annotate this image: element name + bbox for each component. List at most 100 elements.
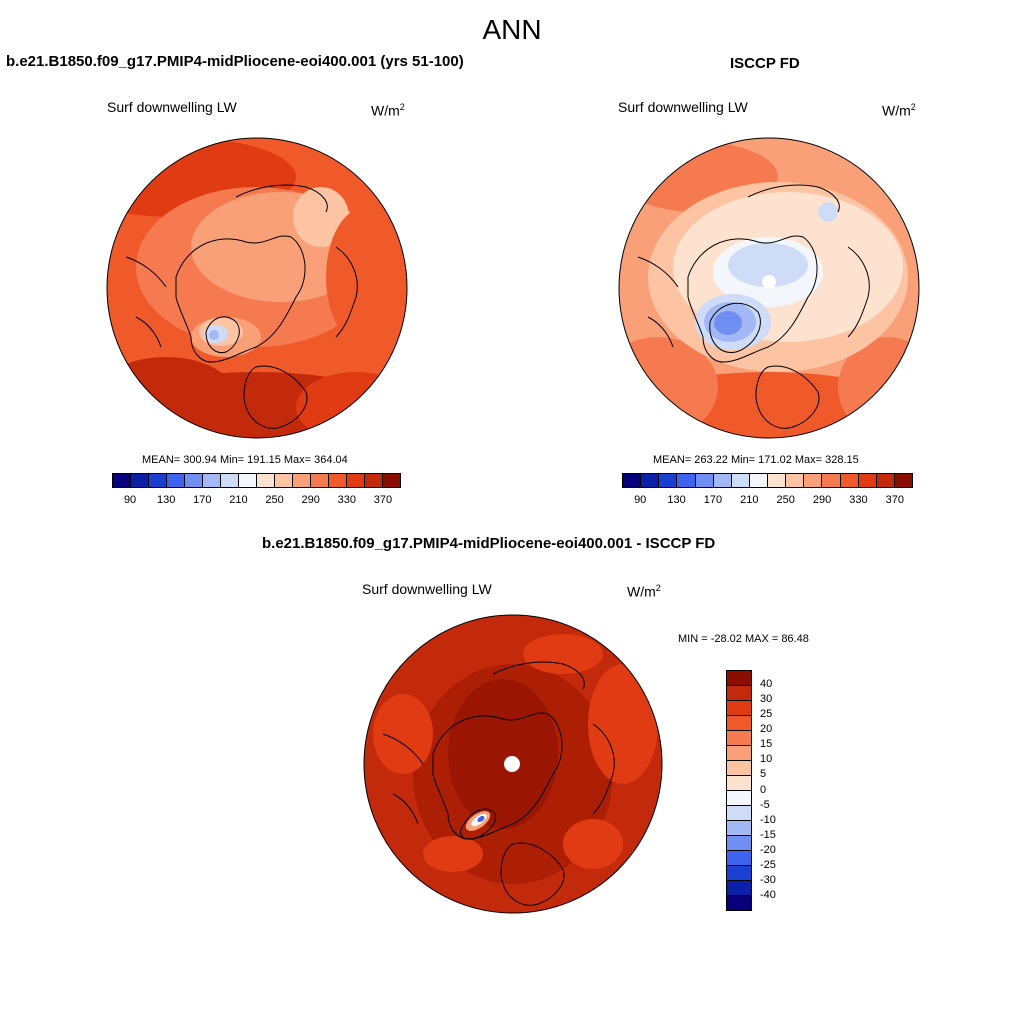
colorbar-tick-label: -30	[760, 873, 776, 886]
colorbar-swatch	[876, 474, 895, 487]
colorbar-swatch	[149, 474, 167, 487]
diff-stats: MIN = -28.02 MAX = 86.48	[678, 633, 809, 645]
colorbar-tick-label: 20	[760, 723, 773, 736]
colorbar-swatch	[804, 474, 823, 487]
colorbar-tick-label: 10	[760, 753, 773, 766]
diff-panel-title: b.e21.B1850.f09_g17.PMIP4-midPliocene-eo…	[262, 535, 716, 552]
colorbar-swatch	[257, 474, 275, 487]
diff-colorbar-ticks: 40 30 25 20 15 10 5 0 -5 -10 -15 -20 -25 -30 -40	[760, 670, 800, 911]
colorbar-swatch	[894, 474, 912, 487]
colorbar-tick-label: -25	[760, 858, 776, 871]
colorbar-tick-label: 25	[760, 708, 773, 721]
colorbar-swatch	[727, 731, 751, 746]
right-panel-title: ISCCP FD	[730, 55, 800, 72]
colorbar-tick-label: -40	[760, 888, 776, 901]
colorbar-tick-label: 370	[885, 494, 904, 506]
left-panel-title: b.e21.B1850.f09_g17.PMIP4-midPliocene-eo…	[6, 53, 464, 70]
colorbar-tick-label: -5	[760, 798, 770, 811]
colorbar-tick-label: 30	[760, 693, 773, 706]
colorbar-tick-label: 250	[776, 494, 795, 506]
colorbar-tick-label: -20	[760, 843, 776, 856]
colorbar-swatch	[727, 671, 751, 686]
colorbar-tick-label: 290	[812, 494, 832, 506]
colorbar-swatch	[641, 474, 660, 487]
right-stats: MEAN= 263.22 Min= 171.02 Max= 328.15	[653, 454, 859, 466]
colorbar-swatch	[659, 474, 678, 487]
colorbar-swatch	[727, 776, 751, 791]
colorbar-swatch	[768, 474, 787, 487]
colorbar-tick-label: 40	[760, 678, 773, 691]
colorbar-swatch	[203, 474, 221, 487]
left-colorbar	[112, 473, 401, 488]
colorbar-swatch	[727, 806, 751, 821]
colorbar-swatch	[727, 866, 751, 881]
colorbar-tick-label: 130	[157, 494, 176, 506]
colorbar-swatch	[677, 474, 696, 487]
colorbar-tick-label: 90	[634, 494, 647, 506]
colorbar-swatch	[365, 474, 383, 487]
colorbar-swatch	[623, 474, 642, 487]
colorbar-tick-label: 0	[760, 783, 767, 796]
colorbar-swatch	[727, 761, 751, 776]
colorbar-swatch	[727, 716, 751, 731]
colorbar-tick-label: -15	[760, 828, 776, 841]
colorbar-swatch	[727, 686, 751, 701]
colorbar-swatch	[858, 474, 877, 487]
colorbar-swatch	[167, 474, 185, 487]
right-polar-map	[618, 137, 920, 439]
colorbar-swatch	[840, 474, 859, 487]
left-stats: MEAN= 300.94 Min= 191.15 Max= 364.04	[142, 454, 348, 466]
colorbar-swatch	[727, 746, 751, 761]
colorbar-swatch	[275, 474, 293, 487]
colorbar-tick-label: 330	[337, 494, 356, 506]
colorbar-swatch	[727, 881, 751, 896]
colorbar-swatch	[727, 791, 751, 806]
colorbar-swatch	[347, 474, 365, 487]
colorbar-swatch	[293, 474, 311, 487]
diff-colorbar	[726, 670, 752, 911]
colorbar-swatch	[727, 896, 751, 910]
right-variable-label: Surf downwelling LW	[618, 99, 748, 115]
colorbar-tick-label: -10	[760, 813, 776, 826]
diff-variable-label: Surf downwelling LW	[362, 581, 492, 597]
colorbar-tick-label: 170	[193, 494, 212, 506]
colorbar-tick-label: 130	[667, 494, 686, 506]
main-title: ANN	[482, 14, 542, 45]
colorbar-tick-label: 5	[760, 768, 767, 781]
colorbar-tick-label: 250	[265, 494, 284, 506]
colorbar-swatch	[727, 701, 751, 716]
colorbar-swatch	[185, 474, 203, 487]
colorbar-swatch	[727, 836, 751, 851]
colorbar-swatch	[822, 474, 841, 487]
right-colorbar	[622, 473, 913, 488]
colorbar-tick-label: 290	[301, 494, 320, 506]
colorbar-tick-label: 15	[760, 738, 773, 751]
colorbar-swatch	[113, 474, 131, 487]
colorbar-swatch	[749, 474, 768, 487]
left-variable-label: Surf downwelling LW	[107, 99, 237, 115]
colorbar-swatch	[727, 821, 751, 836]
left-colorbar-ticks: 90 130 170 210 250 290 330 370	[112, 494, 401, 508]
diff-polar-map	[363, 614, 663, 914]
colorbar-tick-label: 330	[849, 494, 868, 506]
right-colorbar-ticks: 90 130 170 210 250 290 330 370	[622, 494, 913, 508]
colorbar-swatch	[713, 474, 732, 487]
colorbar-swatch	[727, 851, 751, 866]
left-polar-map	[106, 137, 408, 439]
left-units-label: W/m2	[371, 102, 405, 119]
colorbar-swatch	[383, 474, 400, 487]
colorbar-tick-label: 210	[229, 494, 248, 506]
colorbar-swatch	[695, 474, 714, 487]
colorbar-swatch	[311, 474, 329, 487]
diff-units-label: W/m2	[627, 583, 661, 600]
right-units-label: W/m2	[882, 102, 916, 119]
colorbar-tick-label: 210	[740, 494, 759, 506]
colorbar-tick-label: 370	[373, 494, 393, 506]
colorbar-tick-label: 170	[703, 494, 723, 506]
colorbar-swatch	[329, 474, 347, 487]
colorbar-swatch	[131, 474, 149, 487]
colorbar-swatch	[221, 474, 239, 487]
colorbar-swatch	[786, 474, 805, 487]
colorbar-swatch	[731, 474, 750, 487]
colorbar-swatch	[239, 474, 257, 487]
